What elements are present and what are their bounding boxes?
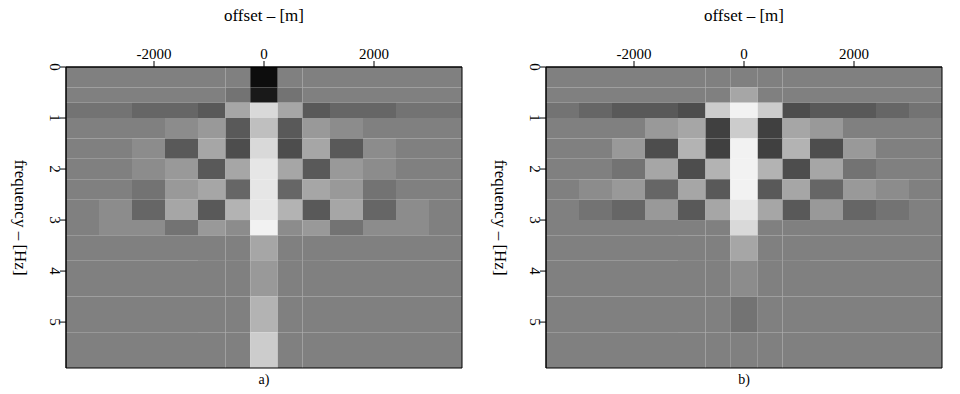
svg-text:1: 1 bbox=[47, 114, 63, 122]
svg-text:-2000: -2000 bbox=[137, 46, 172, 62]
svg-text:2000: 2000 bbox=[839, 46, 869, 62]
svg-text:-2000: -2000 bbox=[617, 46, 652, 62]
svg-text:3: 3 bbox=[47, 216, 63, 224]
svg-text:offset – [m]: offset – [m] bbox=[704, 6, 784, 25]
svg-text:0: 0 bbox=[740, 46, 748, 62]
svg-text:2: 2 bbox=[527, 165, 543, 173]
svg-text:frequency – [Hz]: frequency – [Hz] bbox=[11, 159, 30, 275]
svg-text:4: 4 bbox=[47, 267, 63, 275]
svg-text:0: 0 bbox=[47, 63, 63, 71]
svg-text:3: 3 bbox=[527, 216, 543, 224]
svg-text:2: 2 bbox=[47, 165, 63, 173]
svg-text:4: 4 bbox=[527, 267, 543, 275]
svg-text:2000: 2000 bbox=[359, 46, 389, 62]
svg-text:5: 5 bbox=[527, 318, 543, 326]
svg-text:frequency – [Hz]: frequency – [Hz] bbox=[491, 159, 510, 275]
html-text:b): b) bbox=[738, 372, 750, 387]
html-text:a): a) bbox=[258, 372, 270, 387]
svg-text:0: 0 bbox=[260, 46, 268, 62]
svg-text:offset – [m]: offset – [m] bbox=[224, 6, 304, 25]
svg-text:1: 1 bbox=[527, 114, 543, 122]
svg-text:5: 5 bbox=[47, 318, 63, 326]
svg-text:0: 0 bbox=[527, 63, 543, 71]
